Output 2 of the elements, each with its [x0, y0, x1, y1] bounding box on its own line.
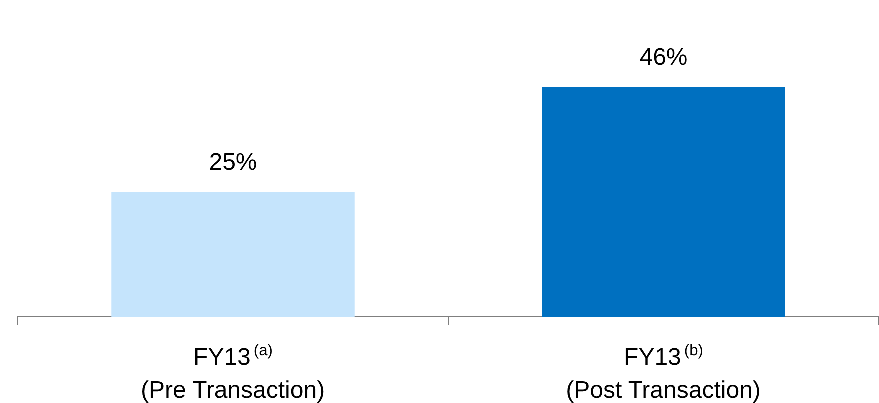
data-label: 25%	[209, 149, 258, 176]
data-label: 46%	[640, 44, 688, 71]
